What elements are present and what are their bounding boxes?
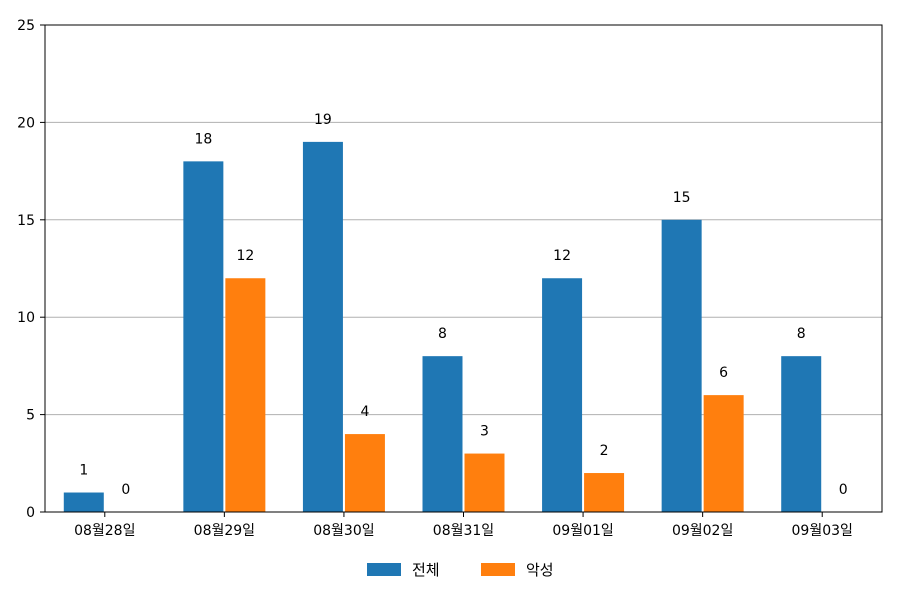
bar-전체 bbox=[63, 492, 104, 512]
x-tick-label: 09월03일 bbox=[792, 523, 853, 539]
bars bbox=[63, 141, 822, 513]
data-label: 19 bbox=[314, 112, 332, 128]
legend-swatch bbox=[481, 563, 515, 576]
bar-전체 bbox=[183, 161, 224, 513]
data-labels: 1 0 18 12 19 4 8 3 12 2 15 6 8 0 bbox=[79, 112, 847, 498]
y-tick-label: 10 bbox=[17, 310, 35, 326]
x-tick-label: 08월31일 bbox=[433, 523, 494, 539]
x-tick-label: 09월02일 bbox=[672, 523, 733, 539]
bar-악성 bbox=[344, 434, 385, 512]
y-axis: 0 5 10 15 20 25 bbox=[17, 18, 45, 521]
bar-악성 bbox=[703, 395, 744, 512]
x-axis: 08월28일 08월29일 08월30일 08월31일 09월01일 09월02일 09월0… bbox=[74, 512, 853, 539]
x-tick-label: 08월28일 bbox=[74, 523, 135, 539]
legend-label: 전체 bbox=[412, 561, 440, 579]
data-label: 8 bbox=[438, 326, 447, 342]
y-tick-label: 0 bbox=[26, 505, 35, 521]
y-tick-label: 20 bbox=[17, 115, 35, 131]
data-label: 0 bbox=[121, 482, 130, 498]
data-label: 0 bbox=[839, 482, 848, 498]
x-tick-label: 08월29일 bbox=[194, 523, 255, 539]
legend-label: 악성 bbox=[526, 561, 554, 579]
data-label: 12 bbox=[553, 248, 571, 264]
data-label: 2 bbox=[600, 443, 609, 459]
bar-전체 bbox=[661, 219, 702, 513]
legend: 전체 악성 bbox=[367, 561, 554, 579]
data-label: 18 bbox=[194, 131, 212, 147]
bar-악성 bbox=[464, 453, 505, 512]
bar-악성 bbox=[584, 473, 625, 512]
y-tick-label: 5 bbox=[26, 408, 35, 424]
x-tick-label: 08월30일 bbox=[313, 523, 374, 539]
bar-전체 bbox=[302, 141, 343, 512]
x-tick-label: 09월01일 bbox=[552, 523, 613, 539]
data-label: 15 bbox=[673, 190, 691, 206]
bar-전체 bbox=[422, 356, 463, 512]
gridlines bbox=[45, 121, 882, 416]
bar-악성 bbox=[225, 278, 266, 512]
data-label: 6 bbox=[719, 365, 728, 381]
y-tick-label: 15 bbox=[17, 213, 35, 229]
data-label: 3 bbox=[480, 424, 489, 440]
y-tick-label: 25 bbox=[17, 18, 35, 34]
data-label: 12 bbox=[236, 248, 254, 264]
bar-전체 bbox=[542, 278, 583, 512]
legend-swatch bbox=[367, 563, 401, 576]
bar-전체 bbox=[781, 356, 822, 512]
data-label: 4 bbox=[360, 404, 369, 420]
data-label: 8 bbox=[797, 326, 806, 342]
plot-frame bbox=[44, 24, 883, 513]
data-label: 1 bbox=[79, 463, 88, 479]
